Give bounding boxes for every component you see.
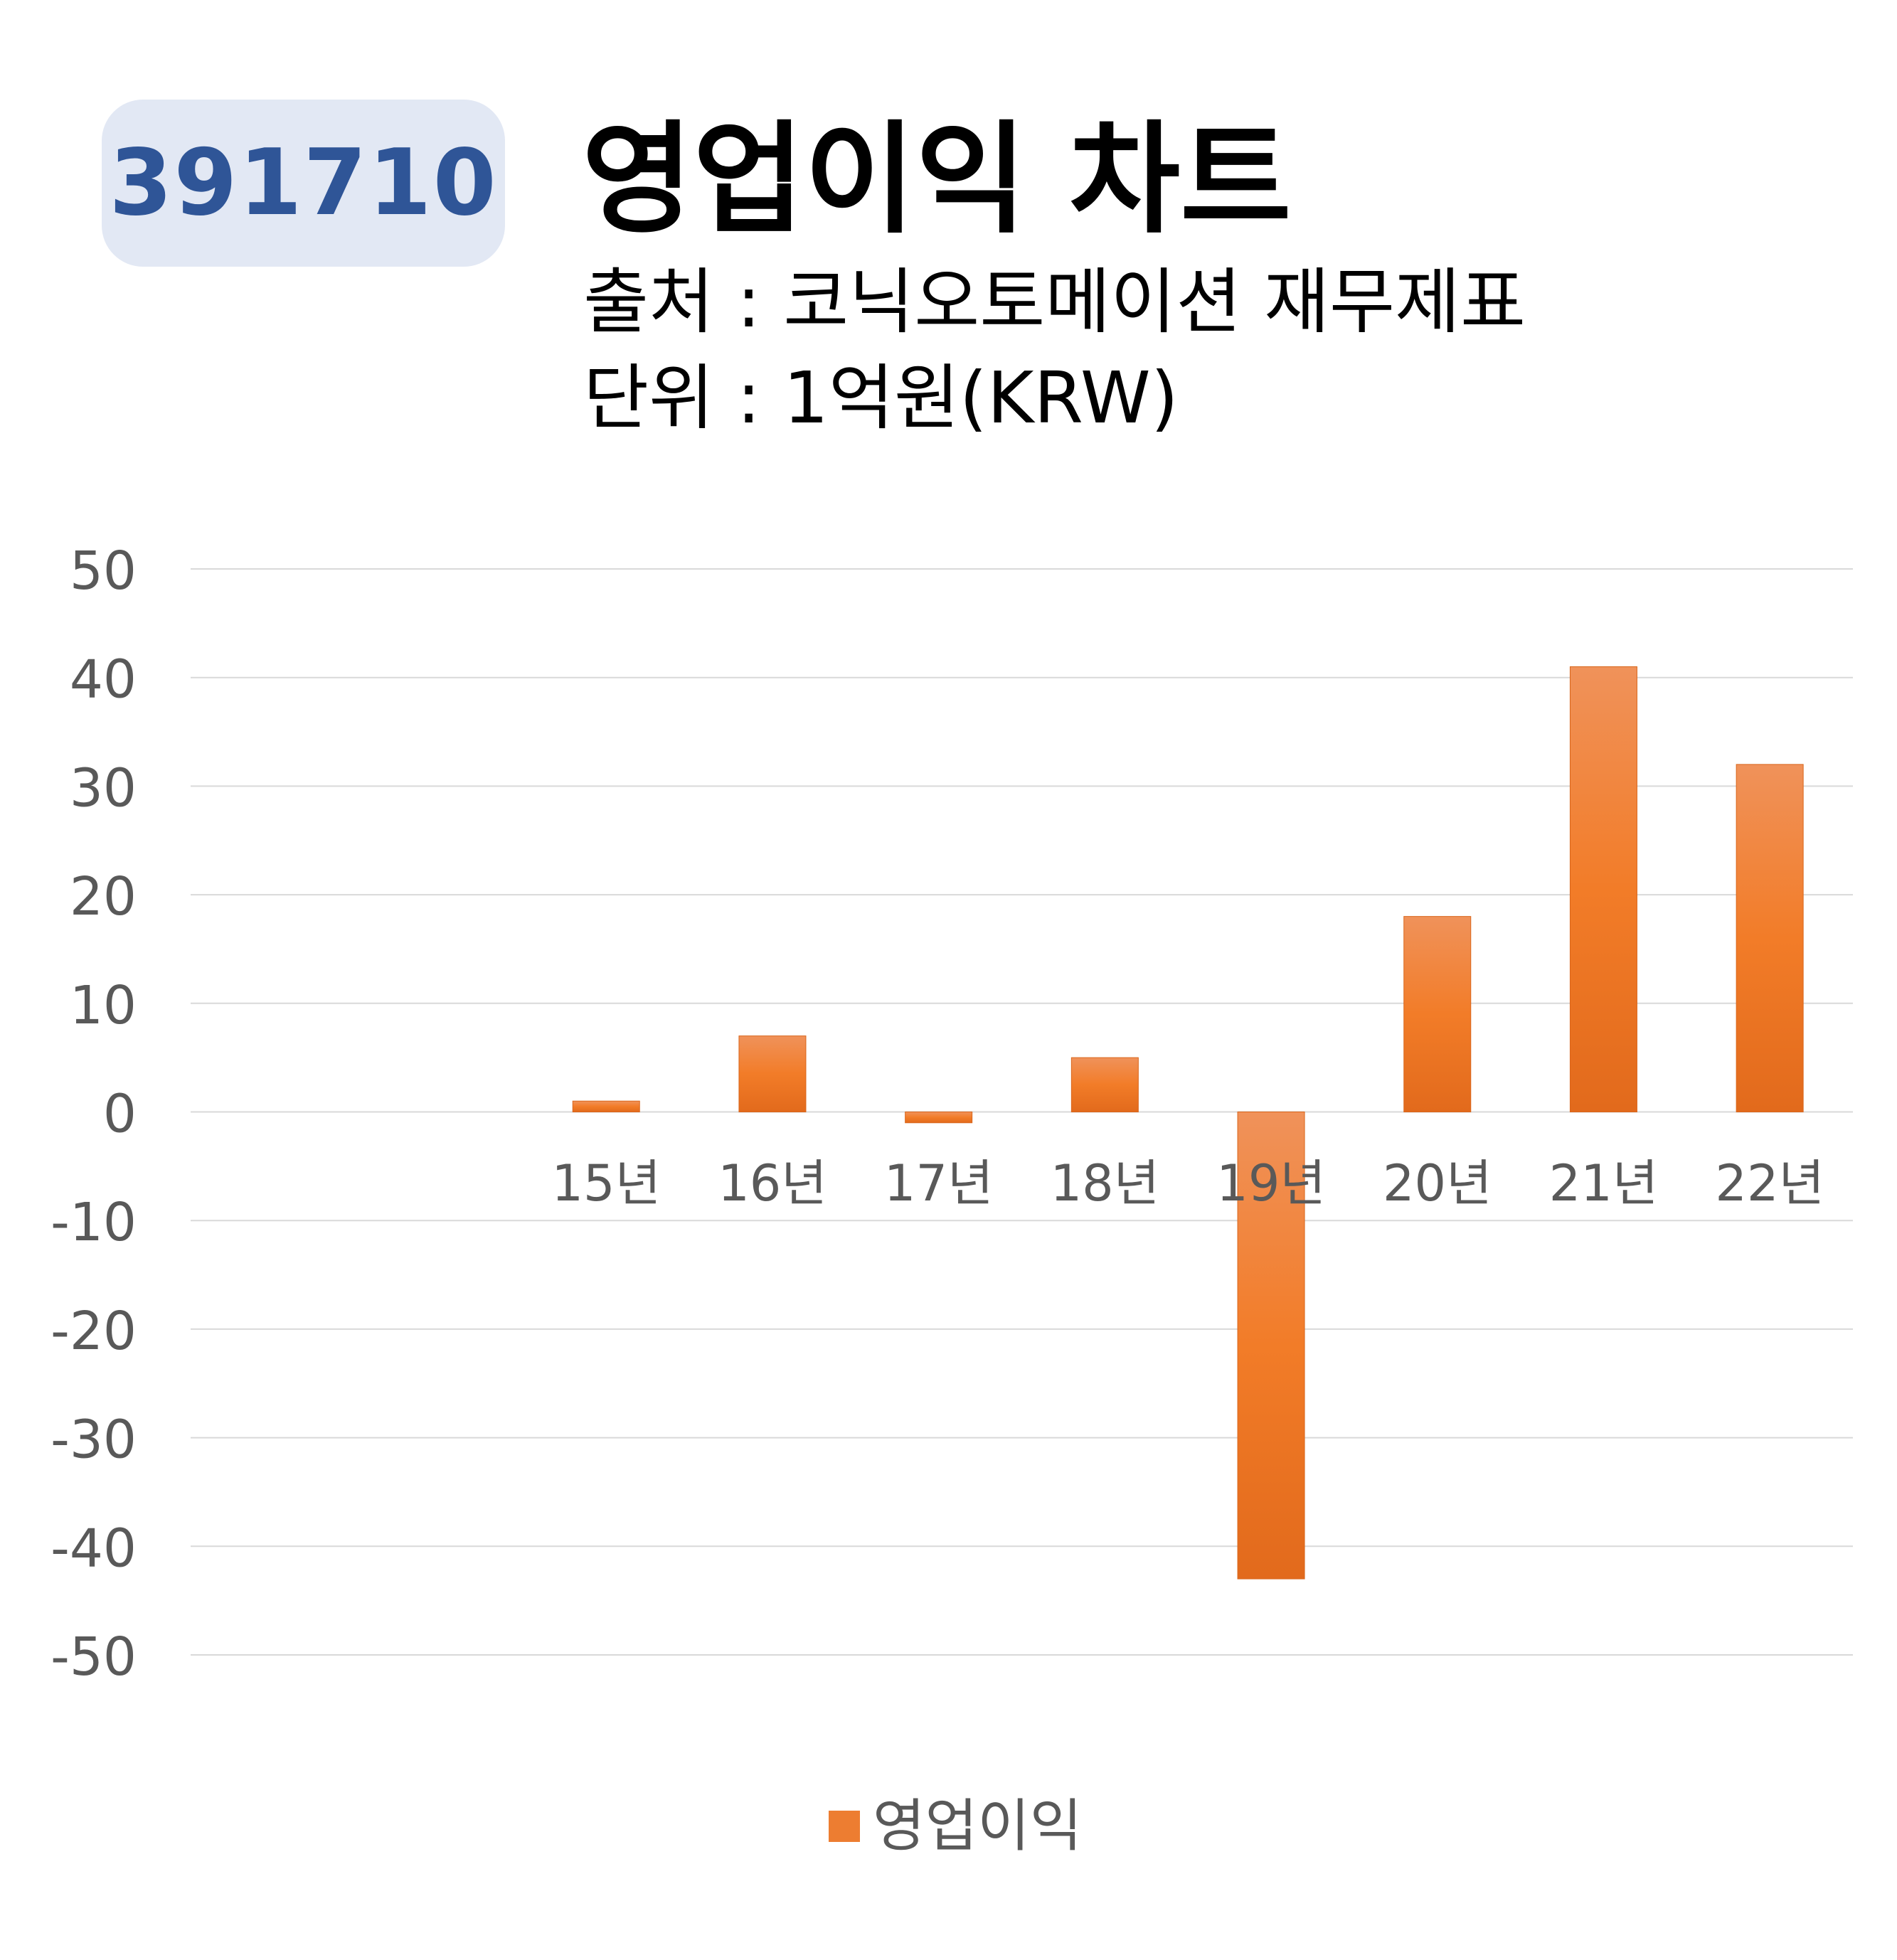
source-line: 출처 : 코닉오토메이션 재무제표: [583, 260, 1526, 343]
y-tick-label: 30: [70, 757, 137, 819]
bar: [1403, 916, 1472, 1112]
x-tick-label: 18년: [1051, 1154, 1159, 1213]
y-tick-label: -10: [51, 1192, 137, 1253]
x-axis-ticks: 15년 16년 17년 18년 19년 20년 21년 22년: [552, 1154, 1824, 1213]
y-axis-ticks: 50 40 30 20 10 0 -10 -20 -30 -40 -50: [51, 540, 137, 1688]
y-tick-label: 50: [70, 540, 137, 602]
unit-line: 단위 : 1억원(KRW): [583, 356, 1179, 440]
y-tick-label: -30: [51, 1410, 137, 1471]
bar: [572, 1100, 640, 1112]
bar: [1569, 666, 1637, 1112]
bar: [1237, 1112, 1305, 1580]
bar: [738, 1035, 807, 1112]
x-tick-label: 20년: [1383, 1154, 1492, 1213]
bar: [905, 1112, 973, 1124]
chart-title: 영업이익 차트: [582, 110, 1292, 250]
gridlines: [191, 568, 1853, 1656]
legend-swatch: [829, 1811, 860, 1842]
bar: [1736, 764, 1804, 1112]
legend: 영업이익: [829, 1798, 1082, 1855]
x-tick-label: 16년: [718, 1154, 827, 1213]
legend-label: 영업이익: [873, 1793, 1083, 1859]
x-tick-label: 19년: [1216, 1154, 1325, 1213]
bars: [572, 666, 1804, 1580]
y-tick-label: -20: [51, 1301, 137, 1362]
y-tick-label: 0: [103, 1084, 137, 1145]
y-tick-label: -40: [51, 1518, 137, 1579]
x-tick-label: 21년: [1549, 1154, 1658, 1213]
y-tick-label: -50: [51, 1626, 137, 1688]
stock-code-badge: 391710: [102, 100, 505, 267]
x-tick-label: 17년: [884, 1154, 993, 1213]
x-tick-label: 15년: [552, 1154, 661, 1213]
stock-code: 391710: [109, 130, 498, 236]
bar: [1070, 1057, 1139, 1113]
y-tick-label: 40: [70, 649, 137, 710]
y-tick-label: 10: [70, 975, 137, 1036]
x-tick-label: 22년: [1715, 1154, 1824, 1213]
y-tick-label: 20: [70, 866, 137, 927]
